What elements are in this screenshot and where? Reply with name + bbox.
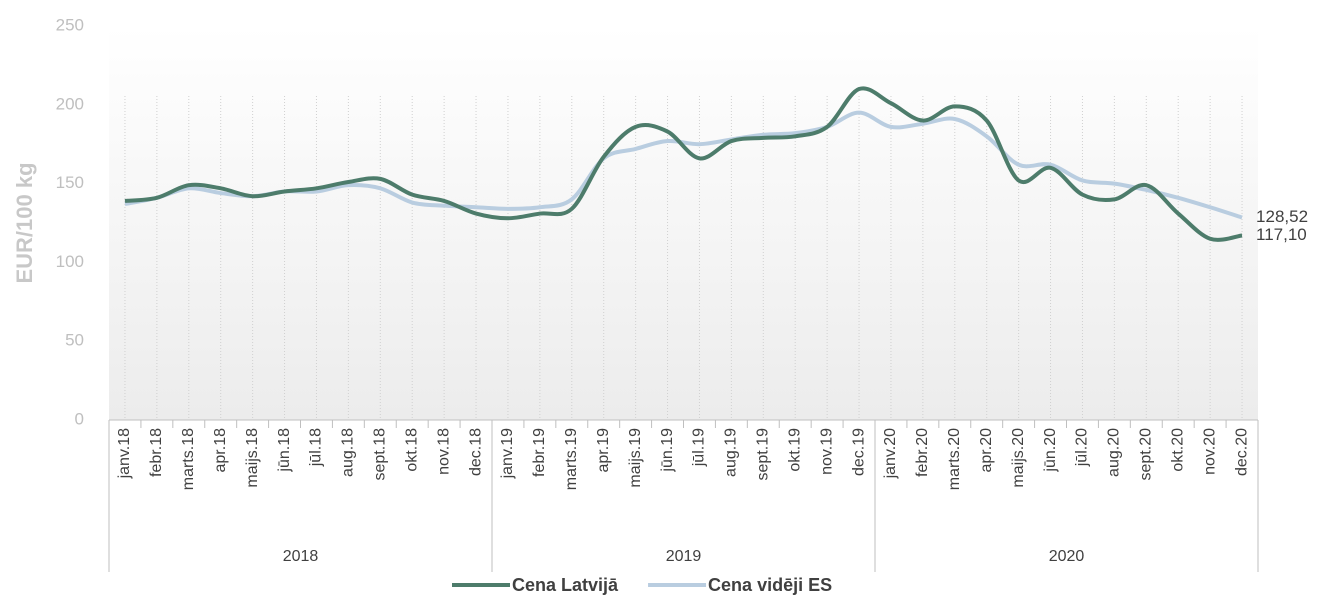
x-tick-label: marts.18 <box>180 428 197 490</box>
x-tick-label: jūl.18 <box>308 428 325 467</box>
x-tick-label: febr.20 <box>914 428 931 477</box>
year-label: 2018 <box>283 548 319 565</box>
x-tick-label: sept.20 <box>1138 428 1155 481</box>
x-tick-label: okt.18 <box>403 428 420 472</box>
x-tick-label: janv.19 <box>499 428 516 480</box>
y-tick-label: 0 <box>75 409 84 428</box>
x-tick-label: febr.19 <box>531 428 548 477</box>
x-tick-label: sept.19 <box>755 428 772 481</box>
y-axis-label: EUR/100 kg <box>12 162 37 283</box>
data-label: 128,52 <box>1256 207 1308 226</box>
x-tick-label: aug.20 <box>1106 428 1123 477</box>
x-tick-label: nov.18 <box>435 428 452 475</box>
x-tick-label: maijs.20 <box>1010 428 1027 488</box>
x-tick-label: nov.20 <box>1201 428 1218 475</box>
x-tick-label: jūn.18 <box>276 428 293 473</box>
plot-area <box>109 26 1258 420</box>
x-tick-label: marts.20 <box>946 428 963 490</box>
x-tick-label: aug.19 <box>723 428 740 477</box>
year-label: 2019 <box>666 548 702 565</box>
x-tick-label: nov.19 <box>818 428 835 475</box>
x-tick-label: apr.18 <box>212 428 229 473</box>
x-tick-label: jūl.19 <box>691 428 708 467</box>
x-tick-label: apr.20 <box>978 428 995 473</box>
x-tick-label: maijs.18 <box>244 428 261 488</box>
legend-label: Cena vidēji ES <box>708 575 832 595</box>
x-tick-label: dec.20 <box>1233 428 1250 476</box>
y-tick-label: 150 <box>56 173 84 192</box>
x-tick-label: dec.18 <box>467 428 484 476</box>
y-tick-label: 250 <box>56 15 84 34</box>
x-tick-label: okt.20 <box>1169 428 1186 472</box>
year-label: 2020 <box>1049 548 1085 565</box>
x-tick-label: marts.19 <box>563 428 580 490</box>
x-tick-label: apr.19 <box>595 428 612 473</box>
data-label: 117,10 <box>1256 225 1307 244</box>
series-line <box>124 110 1243 220</box>
y-tick-label: 100 <box>56 252 84 271</box>
x-tick-label: sept.18 <box>372 428 389 481</box>
x-tick-label: aug.18 <box>340 428 357 477</box>
y-tick-label: 50 <box>65 331 84 350</box>
series-line <box>124 86 1243 242</box>
x-tick-label: okt.19 <box>786 428 803 472</box>
x-tick-label: jūn.20 <box>1042 428 1059 473</box>
x-tick-label: jūl.20 <box>1074 428 1091 467</box>
legend-label: Cena Latvijā <box>512 575 619 595</box>
y-tick-label: 200 <box>56 94 84 113</box>
x-tick-label: dec.19 <box>850 428 867 476</box>
x-tick-label: maijs.19 <box>627 428 644 488</box>
x-tick-label: janv.18 <box>116 428 133 480</box>
x-tick-label: janv.20 <box>882 428 899 480</box>
x-tick-label: febr.18 <box>148 428 165 477</box>
x-tick-label: jūn.19 <box>659 428 676 473</box>
